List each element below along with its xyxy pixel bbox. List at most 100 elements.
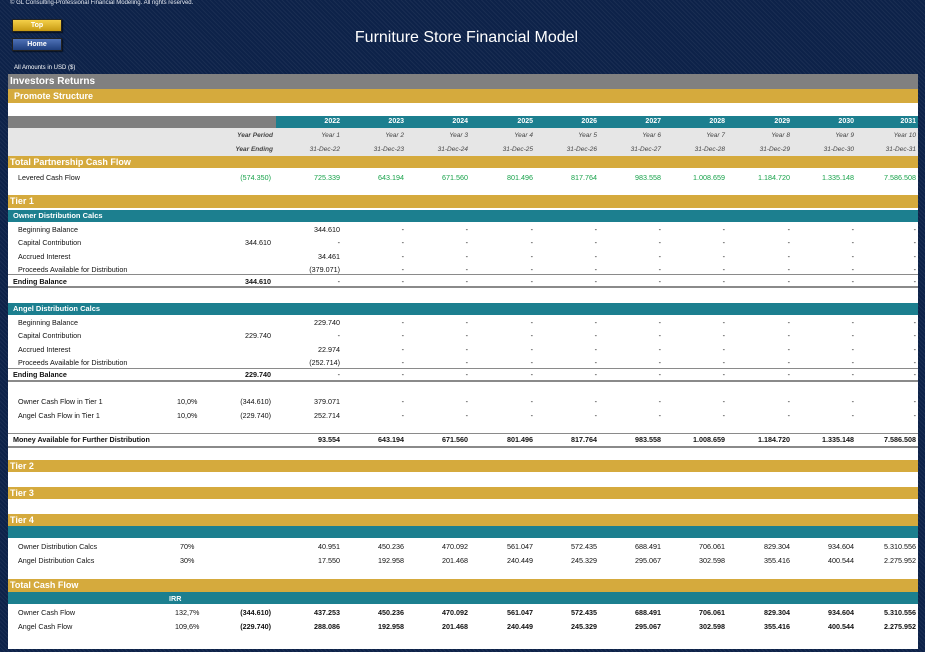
year-ending: 31-Dec-22 — [309, 146, 340, 153]
tier1-cf-value: - — [913, 397, 916, 406]
year-ending: 31-Dec-30 — [823, 146, 854, 153]
tier4-row-value: 2.275.952 — [884, 555, 916, 565]
tier1-cf-value: - — [787, 397, 790, 406]
year-ending: 31-Dec-27 — [630, 146, 661, 153]
period-header-band — [8, 128, 918, 156]
owner-row-value: - — [594, 238, 597, 248]
tier1-cf-initial: (229.740) — [240, 410, 271, 420]
year-ending: 31-Dec-23 — [373, 146, 404, 153]
owner-row-label: Capital Contribution — [18, 238, 82, 248]
section-total-cash-flow: Total Cash Flow — [8, 579, 918, 592]
levered-cf-value: 725.339 — [314, 173, 340, 182]
angel-ending-value: - — [851, 369, 854, 379]
total-cf-value: 470.092 — [442, 608, 468, 617]
year-period: Year 10 — [893, 132, 916, 139]
angel-row-value: - — [658, 344, 661, 354]
total-cf-value: 688.491 — [635, 608, 661, 617]
angel-row-value: - — [594, 357, 597, 367]
tier1-cf-value: - — [594, 410, 597, 420]
angel-row-value: - — [530, 331, 533, 341]
owner-row-value: - — [851, 264, 854, 274]
angel-row-value: (252.714) — [309, 357, 340, 367]
angel-row-value: - — [594, 331, 597, 341]
angel-row-value: - — [465, 331, 468, 341]
year-header: 2029 — [774, 118, 790, 125]
year-header: 2026 — [581, 118, 597, 125]
year-ending: 31-Dec-24 — [437, 146, 468, 153]
owner-row-value: - — [465, 264, 468, 274]
tier4-row-value: 688.491 — [635, 542, 661, 551]
tier4-row-label: Owner Distribution Calcs — [18, 542, 98, 551]
levered-cf-value: 1.184.720 — [758, 173, 790, 182]
levered-cf-value: 671.560 — [442, 173, 468, 182]
angel-row-value: - — [658, 331, 661, 341]
owner-row-value: - — [658, 264, 661, 274]
top-button[interactable]: Top — [12, 19, 62, 32]
angel-ending-rule — [8, 368, 918, 369]
irr-label: IRR — [169, 594, 182, 603]
owner-row-value: - — [851, 251, 854, 261]
angel-row-value: - — [465, 357, 468, 367]
total-cf-irr: 132,7% — [175, 608, 200, 617]
owner-row-value: (379.071) — [309, 264, 340, 274]
angel-row-value: - — [787, 357, 790, 367]
levered-cf-value: 7.586.508 — [884, 173, 916, 182]
tier1-cf-initial: (344.610) — [240, 397, 271, 406]
owner-row-value: - — [787, 251, 790, 261]
owner-ending-value: - — [913, 276, 916, 286]
tier1-cf-value: - — [465, 397, 468, 406]
total-cf-value: 295.067 — [635, 621, 661, 631]
owner-row-value: - — [530, 238, 533, 248]
spreadsheet: Investors Returns Promote Structure 2022… — [8, 74, 918, 649]
total-cf-label: Angel Cash Flow — [18, 621, 73, 631]
angel-row-value: - — [722, 357, 725, 367]
levered-cf-value: 1.008.659 — [693, 173, 725, 182]
total-cf-value: 240.449 — [507, 621, 533, 631]
owner-row-label: Proceeds Available for Distribution — [18, 264, 128, 274]
year-header-band — [276, 116, 918, 128]
owner-row-label: Accrued Interest — [18, 251, 71, 261]
tier4-row-pct: 70% — [180, 542, 195, 551]
owner-row-value: - — [465, 225, 468, 234]
total-cf-value: 706.061 — [699, 608, 725, 617]
angel-ending-value: - — [658, 369, 661, 379]
year-header: 2024 — [452, 118, 468, 125]
tier4-row-value: 40.951 — [318, 542, 340, 551]
owner-row-value: - — [465, 251, 468, 261]
total-cf-initial: (344.610) — [240, 608, 271, 617]
owner-row-value: - — [401, 238, 404, 248]
home-button[interactable]: Home — [12, 38, 62, 51]
tier4-row-value: 572.435 — [571, 542, 597, 551]
tier1-cf-value: - — [913, 410, 916, 420]
year-header: 2027 — [645, 118, 661, 125]
money-available-double-rule — [8, 446, 918, 448]
page-title: Furniture Store Financial Model — [354, 29, 579, 46]
tier4-row-value: 829.304 — [764, 542, 790, 551]
levered-cf-value: 817.764 — [571, 173, 597, 182]
tier1-cf-value: - — [787, 410, 790, 420]
angel-row-value: - — [465, 318, 468, 327]
owner-row-value: - — [913, 225, 916, 234]
year-period-label: Year Period — [237, 132, 273, 139]
section-tier3: Tier 3 — [8, 487, 918, 499]
owner-row-contribution: 344.610 — [245, 238, 271, 248]
angel-row-value: - — [913, 318, 916, 327]
owner-row-value: - — [401, 225, 404, 234]
owner-ending-value: - — [530, 276, 533, 286]
year-ending: 31-Dec-28 — [694, 146, 725, 153]
money-available-value: 7.586.508 — [884, 435, 916, 444]
amounts-label: All Amounts in USD ($) — [14, 65, 76, 71]
angel-row-value: - — [722, 318, 725, 327]
owner-ending-rule — [8, 274, 918, 275]
angel-calcs-header: Angel Distribution Calcs — [8, 303, 918, 315]
levered-cf-value: 801.496 — [507, 173, 533, 182]
money-available-label: Money Available for Further Distribution — [13, 435, 150, 444]
owner-ending-label: Ending Balance — [13, 276, 67, 286]
total-cf-value: 829.304 — [764, 608, 790, 617]
tier4-row-value: 5.310.556 — [884, 542, 916, 551]
owner-row-value: - — [401, 251, 404, 261]
angel-ending-value: - — [465, 369, 468, 379]
angel-row-value: - — [851, 357, 854, 367]
tier1-cf-value: 379.071 — [314, 397, 340, 406]
tier4-row-pct: 30% — [180, 555, 195, 565]
